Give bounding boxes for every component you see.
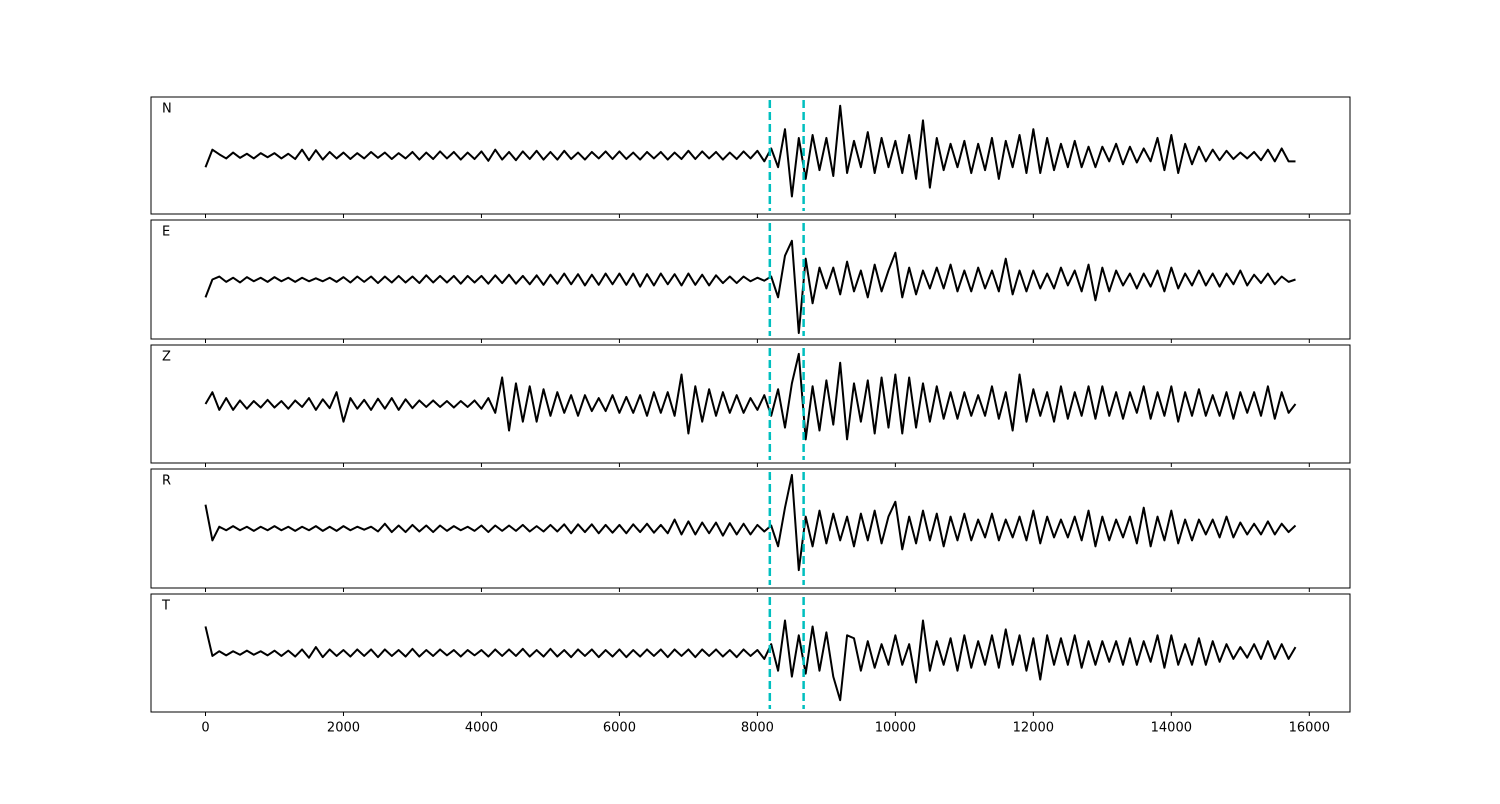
trace <box>204 352 1297 441</box>
trace <box>204 104 1296 198</box>
x-tick-label: 8000 <box>741 721 774 736</box>
x-tick-label: 16000 <box>1289 721 1330 736</box>
x-tick-label: 4000 <box>465 721 498 736</box>
x-tick-label: 2000 <box>327 721 360 736</box>
panel-label: R <box>162 474 171 489</box>
panel-label: E <box>162 225 170 240</box>
axes-frame <box>150 468 1351 589</box>
axes-frame <box>150 219 1351 340</box>
x-tick-label: 0 <box>201 721 209 736</box>
axes-frame <box>150 344 1351 464</box>
panel-label: N <box>162 102 172 117</box>
x-tick-label: 12000 <box>1013 721 1054 736</box>
x-tick-label: 10000 <box>875 721 916 736</box>
axes-frame <box>150 593 1351 713</box>
x-tick-label: 6000 <box>603 721 636 736</box>
panel-label: T <box>161 599 170 614</box>
axes-frame <box>150 96 1351 215</box>
trace <box>204 473 1297 572</box>
x-tick-label: 14000 <box>1151 721 1192 736</box>
panel-label: Z <box>162 350 171 365</box>
trace <box>204 619 1297 702</box>
trace <box>204 239 1296 335</box>
